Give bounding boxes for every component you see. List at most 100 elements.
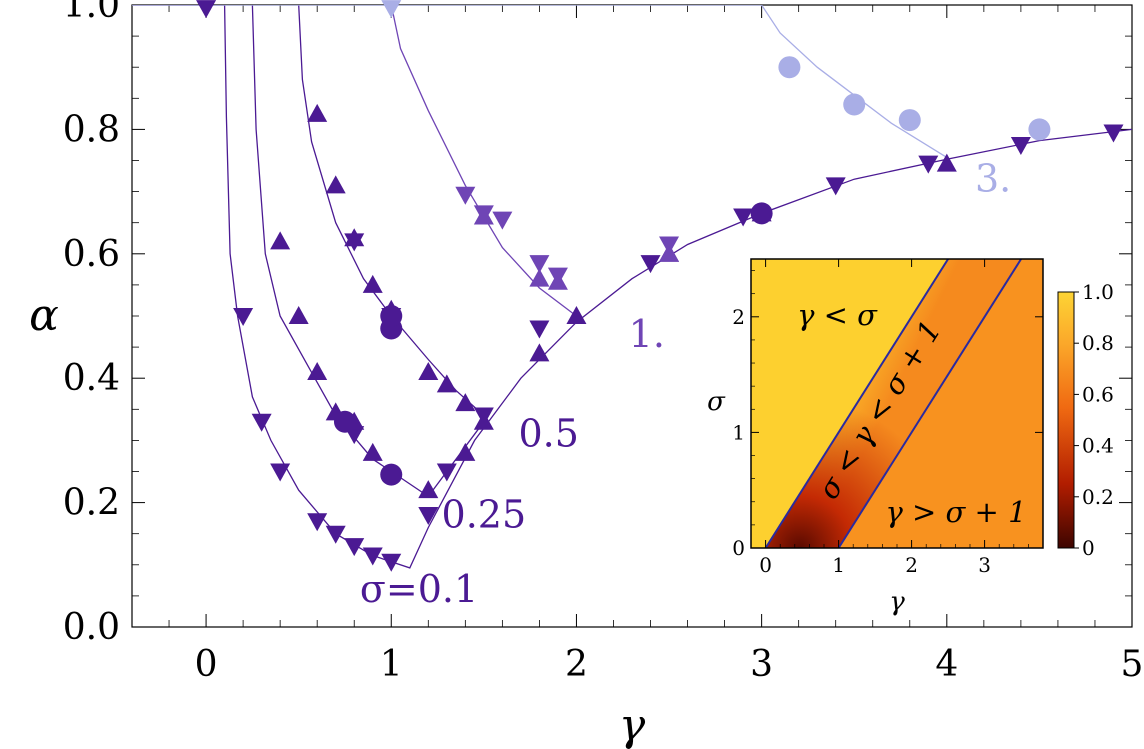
inset-y-tick-label: 0 bbox=[732, 536, 745, 560]
inset-x-tick-label: 0 bbox=[759, 553, 772, 577]
marker-triangle-down bbox=[325, 525, 346, 544]
x-tick-label: 3 bbox=[750, 644, 773, 685]
x-axis-title: γ bbox=[619, 700, 646, 749]
y-tick-label: 0.0 bbox=[63, 607, 120, 648]
marker-triangle-up bbox=[659, 243, 680, 262]
fit-curve-sigma-3 bbox=[132, 5, 948, 158]
marker-triangle-up bbox=[307, 103, 328, 122]
marker-triangle-down bbox=[362, 547, 383, 566]
fit-curve-sigma-1 bbox=[390, 5, 577, 317]
marker-circle bbox=[380, 305, 403, 327]
curve-label: 0.25 bbox=[442, 492, 527, 536]
boundary-line-gamma-eq-sigma-plus-1 bbox=[837, 259, 1022, 548]
marker-triangle-down bbox=[436, 463, 457, 482]
marker-triangle-up bbox=[455, 393, 476, 412]
marker-triangle-up bbox=[270, 231, 291, 250]
marker-triangle-down bbox=[251, 413, 272, 432]
colorbar-tick-label: 1.0 bbox=[1082, 280, 1114, 304]
marker-triangle-up bbox=[529, 343, 550, 362]
y-tick-label: 1.0 bbox=[63, 0, 120, 26]
y-tick-label: 0.4 bbox=[63, 358, 120, 399]
marker-triangle-up bbox=[362, 274, 383, 293]
inset-y-title: σ bbox=[707, 387, 726, 417]
x-tick-label: 4 bbox=[935, 644, 958, 685]
marker-triangle-up bbox=[436, 374, 457, 393]
marker-triangle-up bbox=[473, 206, 494, 225]
marker-triangle-up bbox=[455, 442, 476, 461]
y-tick-labels: 0.0 0.2 0.4 0.6 0.8 1.0 bbox=[63, 0, 120, 648]
marker-circle bbox=[333, 410, 356, 433]
marker-triangle-down bbox=[344, 538, 365, 557]
data-markers bbox=[196, 0, 1124, 572]
inset-ticks: 0 1 2 3 0 1 2 bbox=[732, 259, 1044, 577]
marker-circle bbox=[778, 56, 801, 79]
marker-triangle-down bbox=[196, 0, 217, 19]
marker-triangle-down bbox=[640, 255, 661, 274]
marker-triangle-up bbox=[325, 175, 346, 194]
marker-triangle-down bbox=[270, 463, 291, 482]
curve-label: 3. bbox=[975, 157, 1011, 201]
boundary-line-gamma-eq-sigma bbox=[764, 259, 949, 548]
curve-label: 0.5 bbox=[518, 412, 578, 456]
marker-triangle-down bbox=[1103, 124, 1124, 143]
marker-triangle-down bbox=[492, 211, 513, 230]
inset-x-tick-label: 1 bbox=[832, 553, 845, 577]
colorbar-gradient bbox=[1057, 291, 1075, 549]
marker-circle bbox=[898, 109, 921, 132]
marker-triangle-up bbox=[418, 361, 439, 380]
x-tick-label: 1 bbox=[380, 644, 403, 685]
curve-labels: σ=0.1 0.25 0.5 1. 3. bbox=[360, 157, 1011, 612]
inset-y-tick-label: 1 bbox=[732, 420, 745, 444]
inset-x-tick-label: 3 bbox=[978, 553, 991, 577]
marker-triangle-down bbox=[733, 208, 754, 227]
marker-triangle-down bbox=[825, 177, 846, 196]
marker-circle bbox=[843, 93, 866, 116]
x-tick-label: 2 bbox=[565, 644, 588, 685]
curve-label: σ=0.1 bbox=[360, 567, 478, 611]
marker-triangle-down bbox=[918, 155, 939, 174]
colorbar-tick-label: 0.4 bbox=[1082, 434, 1114, 458]
inset-x-title: γ bbox=[889, 587, 905, 617]
marker-triangle-up bbox=[344, 228, 365, 247]
x-tick-labels: 0 1 2 3 4 5 bbox=[195, 644, 1144, 685]
colorbar-ticks: 0 0.2 0.4 0.6 0.8 1.0 bbox=[1074, 280, 1114, 560]
marker-triangle-down bbox=[529, 255, 550, 274]
x-tick-label: 5 bbox=[1121, 644, 1144, 685]
marker-triangle-down bbox=[418, 507, 439, 526]
marker-triangle-down bbox=[233, 308, 254, 326]
region-label-low: γ < σ bbox=[797, 298, 878, 332]
y-tick-label: 0.8 bbox=[63, 109, 120, 150]
marker-triangle-down bbox=[381, 0, 402, 19]
marker-triangle-up bbox=[418, 480, 439, 499]
colorbar-tick-label: 0.8 bbox=[1082, 331, 1114, 355]
colorbar-tick-label: 0 bbox=[1082, 536, 1095, 560]
curve-label: 1. bbox=[629, 312, 665, 356]
marker-triangle-down bbox=[381, 553, 402, 572]
y-tick-label: 0.6 bbox=[63, 234, 120, 275]
heatmap-region-high bbox=[838, 259, 1043, 548]
marker-circle bbox=[750, 202, 773, 225]
y-tick-label: 0.2 bbox=[63, 483, 120, 524]
y-axis-title: α bbox=[29, 290, 59, 341]
marker-triangle-up bbox=[566, 306, 587, 324]
inset-y-tick-label: 2 bbox=[732, 305, 745, 329]
region-label-high: γ > σ + 1 bbox=[885, 495, 1026, 529]
marker-circle bbox=[380, 463, 403, 486]
marker-triangle-down bbox=[529, 320, 550, 339]
marker-triangle-up bbox=[936, 153, 957, 172]
colorbar: 0 0.2 0.4 0.6 0.8 1.0 bbox=[1057, 280, 1114, 560]
marker-triangle-up bbox=[362, 442, 383, 461]
fit-curve-sigma-0.25 bbox=[251, 5, 485, 498]
marker-triangle-down bbox=[1010, 136, 1031, 155]
fit-curve-sigma-0.5 bbox=[298, 5, 485, 416]
fit-curve-sigma-0.1 bbox=[132, 5, 1132, 569]
marker-triangle-down bbox=[455, 186, 476, 205]
marker-triangle-up bbox=[288, 306, 309, 324]
colorbar-tick-label: 0.6 bbox=[1082, 382, 1114, 406]
x-tick-label: 0 bbox=[195, 644, 218, 685]
marker-triangle-up bbox=[307, 361, 328, 380]
marker-triangle-up bbox=[473, 411, 494, 430]
marker-triangle-up bbox=[547, 271, 568, 290]
